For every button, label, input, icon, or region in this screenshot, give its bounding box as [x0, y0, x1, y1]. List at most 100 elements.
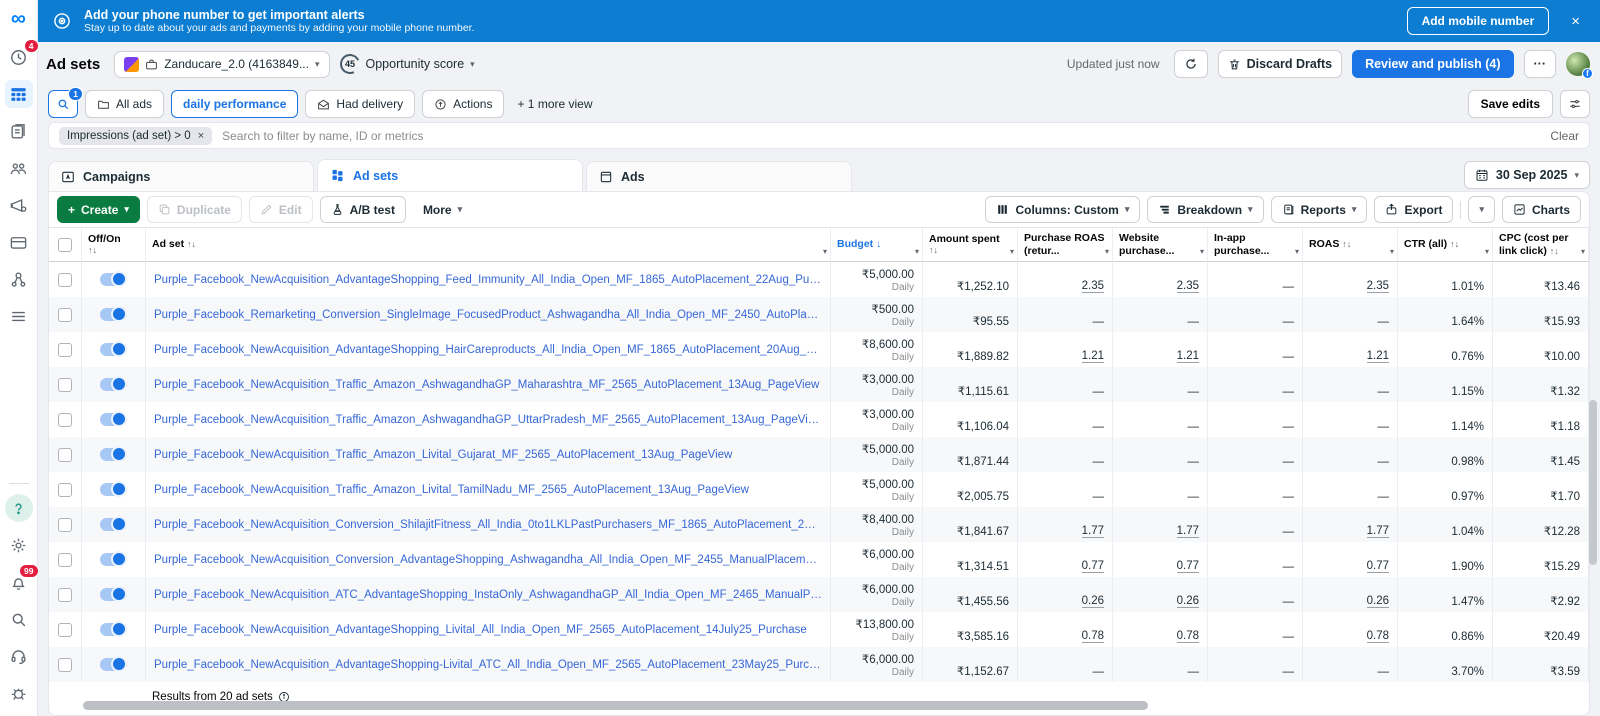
ad-set-name-link[interactable]: Purple_Facebook_NewAcquisition_Advantage…: [154, 273, 822, 286]
avatar[interactable]: f: [1566, 52, 1593, 79]
ad-set-name-link[interactable]: Purple_Facebook_NewAcquisition_Traffic_A…: [154, 448, 733, 461]
columns-button[interactable]: Columns: Custom ▾: [985, 196, 1141, 223]
off-on-toggle[interactable]: [100, 481, 127, 498]
ad-set-name-link[interactable]: Purple_Facebook_NewAcquisition_Traffic_A…: [154, 413, 822, 426]
column-header-amount-spent[interactable]: Amount spent ↑↓ ▾: [923, 228, 1018, 263]
column-header-off-on[interactable]: Off/On ↑↓: [82, 228, 146, 263]
column-header-ad-set[interactable]: Ad set ↑↓ ▾: [146, 228, 831, 263]
column-header-roas[interactable]: ROAS ↑↓ ▾: [1303, 228, 1398, 263]
ad-set-name-link[interactable]: Purple_Facebook_NewAcquisition_Advantage…: [154, 658, 822, 671]
date-range-picker[interactable]: 30 Sep 2025 ▾: [1463, 161, 1590, 189]
row-checkbox[interactable]: [58, 342, 72, 357]
off-on-toggle[interactable]: [100, 551, 127, 568]
row-checkbox[interactable]: [58, 482, 72, 497]
add-mobile-number-button[interactable]: Add mobile number: [1406, 7, 1550, 35]
column-header-budget[interactable]: Budget ↓ ▾: [831, 228, 923, 263]
review-and-publish-button[interactable]: Review and publish (4): [1352, 50, 1514, 78]
breakdown-button[interactable]: Breakdown ▾: [1147, 196, 1264, 223]
more-options-button[interactable]: ···: [1523, 50, 1556, 78]
duplicate-button[interactable]: Duplicate: [146, 196, 242, 223]
ad-set-name-link[interactable]: Purple_Facebook_NewAcquisition_ATC_Advan…: [154, 588, 822, 601]
banner-close-icon[interactable]: ×: [1571, 12, 1580, 30]
settings-button[interactable]: [5, 531, 33, 559]
sidebar-item-reports[interactable]: [5, 117, 33, 145]
sidebar-item-billing[interactable]: [5, 228, 33, 256]
column-header-cpc[interactable]: CPC (cost per link click) ↑↓ ▾: [1493, 228, 1589, 263]
off-on-toggle[interactable]: [100, 586, 127, 603]
sidebar-item-ads-settings[interactable]: [5, 191, 33, 219]
off-on-toggle[interactable]: [100, 656, 127, 673]
charts-button[interactable]: Charts: [1501, 196, 1581, 223]
ad-set-name-link[interactable]: Purple_Facebook_NewAcquisition_Advantage…: [154, 343, 822, 356]
off-on-toggle[interactable]: [100, 341, 127, 358]
ad-set-name-link[interactable]: Purple_Facebook_NewAcquisition_Conversio…: [154, 518, 822, 531]
filter-search-input[interactable]: [222, 128, 1541, 143]
notifications-button[interactable]: 99: [5, 564, 39, 596]
opportunity-score[interactable]: 45 Opportunity score ▾: [336, 51, 475, 77]
row-checkbox[interactable]: [58, 622, 72, 637]
help-button[interactable]: [4, 494, 33, 522]
ad-set-name-link[interactable]: Purple_Facebook_NewAcquisition_Traffic_A…: [154, 378, 820, 391]
tab-campaigns[interactable]: Campaigns: [48, 161, 314, 191]
view-settings-button[interactable]: [1560, 90, 1590, 118]
ad-set-name-link[interactable]: Purple_Facebook_NewAcquisition_Traffic_A…: [154, 483, 749, 496]
horizontal-scrollbar-thumb[interactable]: [83, 701, 1148, 710]
view-tab-all-ads[interactable]: All ads: [85, 90, 165, 118]
off-on-toggle[interactable]: [100, 376, 127, 393]
column-header-in-app-purchase[interactable]: In-app purchase... ▾: [1208, 228, 1303, 263]
sidebar-item-ads-manager[interactable]: [4, 80, 33, 108]
view-tab-daily-performance[interactable]: daily performance: [171, 90, 299, 118]
off-on-toggle[interactable]: [100, 621, 127, 638]
row-checkbox[interactable]: [58, 412, 72, 427]
row-checkbox[interactable]: [58, 307, 72, 322]
column-header-ctr[interactable]: CTR (all) ↑↓ ▾: [1398, 228, 1493, 263]
row-checkbox[interactable]: [58, 272, 72, 287]
views-search-button[interactable]: 1: [48, 87, 83, 118]
row-checkbox[interactable]: [58, 657, 72, 672]
export-button[interactable]: Export: [1374, 196, 1454, 223]
export-options-button[interactable]: ▾: [1468, 196, 1495, 223]
row-checkbox[interactable]: [58, 552, 72, 567]
create-button[interactable]: + Create ▾: [57, 196, 140, 223]
vertical-scrollbar-thumb[interactable]: [1589, 400, 1597, 565]
report-bug-button[interactable]: [5, 679, 33, 707]
support-button[interactable]: [5, 642, 33, 670]
horizontal-scrollbar[interactable]: [83, 701, 1560, 710]
clear-filters-button[interactable]: Clear: [1550, 128, 1579, 143]
row-checkbox[interactable]: [58, 517, 72, 532]
edit-button[interactable]: Edit: [248, 196, 313, 223]
row-checkbox[interactable]: [58, 377, 72, 392]
ab-test-button[interactable]: A/B test: [319, 196, 406, 223]
tab-ads[interactable]: Ads: [586, 161, 852, 191]
tab-ad-sets[interactable]: Ad sets: [317, 159, 583, 191]
select-all-checkbox[interactable]: [58, 237, 72, 252]
view-tab-actions[interactable]: Actions: [422, 90, 505, 118]
sidebar-item-events-manager[interactable]: [5, 265, 33, 293]
add-view-button[interactable]: + 1 more view: [517, 97, 593, 111]
row-checkbox[interactable]: [58, 587, 72, 602]
off-on-toggle[interactable]: [100, 411, 127, 428]
row-checkbox[interactable]: [58, 447, 72, 462]
filter-chip-remove-icon[interactable]: ×: [197, 129, 205, 142]
more-actions-button[interactable]: More ▾: [412, 196, 473, 223]
account-selector[interactable]: Zanducare_2.0 (4163849... ▾: [114, 50, 330, 78]
column-header-purchase-roas[interactable]: Purchase ROAS (retur... ▾: [1018, 228, 1113, 263]
sidebar-item-audiences[interactable]: [5, 154, 33, 182]
save-edits-button[interactable]: Save edits: [1467, 90, 1553, 118]
view-tab-had-delivery[interactable]: Had delivery: [305, 90, 416, 118]
refresh-button[interactable]: [1173, 50, 1208, 78]
off-on-toggle[interactable]: [100, 446, 127, 463]
ad-set-name-link[interactable]: Purple_Facebook_NewAcquisition_Conversio…: [154, 553, 822, 566]
ad-set-name-link[interactable]: Purple_Facebook_NewAcquisition_Advantage…: [154, 623, 807, 636]
filter-chip-impressions[interactable]: Impressions (ad set) > 0 ×: [59, 126, 213, 145]
column-header-website-purchase[interactable]: Website purchase... ▾: [1113, 228, 1208, 263]
global-search-button[interactable]: [5, 605, 33, 633]
sidebar-item-all-tools[interactable]: [5, 302, 33, 330]
ad-set-name-link[interactable]: Purple_Facebook_Remarketing_Conversion_S…: [154, 308, 822, 321]
off-on-toggle[interactable]: [100, 271, 127, 288]
off-on-toggle[interactable]: [100, 306, 127, 323]
off-on-toggle[interactable]: [100, 516, 127, 533]
discard-drafts-button[interactable]: Discard Drafts: [1217, 50, 1343, 78]
reports-button[interactable]: Reports ▾: [1270, 196, 1368, 223]
sidebar-item-updates[interactable]: 4: [5, 39, 39, 71]
